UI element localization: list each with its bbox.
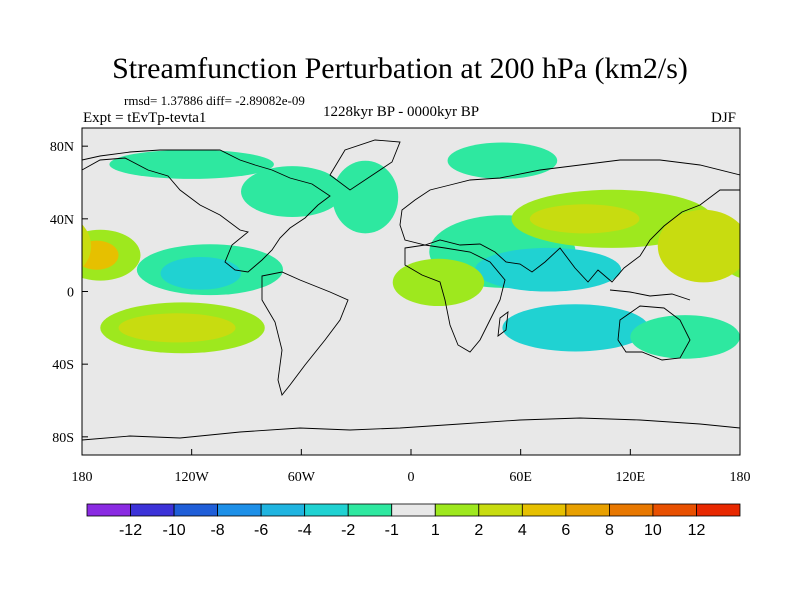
contour-arctic-pacific-negative xyxy=(109,149,274,179)
y-tick-label: 40S xyxy=(52,358,74,373)
colorbar-swatch xyxy=(652,503,697,517)
colorbar-swatch xyxy=(304,503,349,517)
contour-east-asia-negative xyxy=(630,315,740,359)
contour-west-pacific-positive xyxy=(657,209,740,283)
colorbar-label: -6 xyxy=(254,522,268,539)
contour-west-pacific-positive-wrap xyxy=(82,224,92,268)
colorbar-label: 4 xyxy=(518,522,527,539)
colorbar-swatch xyxy=(173,503,218,517)
colorbar-label: 10 xyxy=(644,522,662,539)
experiment-label: Expt = tEvTp-tevta1 xyxy=(83,110,207,126)
x-tick-label: 120W xyxy=(175,470,210,485)
colorbar-swatch xyxy=(86,503,131,517)
colorbar-swatch xyxy=(260,503,306,517)
contour-north-america-negative xyxy=(241,166,344,218)
coastlines xyxy=(82,139,740,441)
contour-fields xyxy=(82,142,740,359)
period-label: 1228kyr BP - 0000kyr BP xyxy=(323,104,480,120)
contour-africa-negative xyxy=(474,247,622,292)
colorbar-label: 2 xyxy=(474,522,483,539)
colorbar-label: 1 xyxy=(431,522,440,539)
coastline-madagascar xyxy=(497,311,509,337)
colorbar-swatch xyxy=(434,503,480,517)
x-tick-label: 180 xyxy=(72,470,93,485)
colorbar-swatch xyxy=(130,503,175,517)
x-tick-label: 60E xyxy=(509,470,532,485)
colorbar-label: -2 xyxy=(341,522,355,539)
contour-asia-positive-core xyxy=(529,204,640,234)
coastline-africa xyxy=(404,244,506,353)
coastline-indonesia xyxy=(609,289,691,301)
colorbar-label: -12 xyxy=(119,522,142,539)
coastline-north-america xyxy=(82,149,331,273)
colorbar-swatch xyxy=(609,503,654,517)
contour-south-pacific-positive-core xyxy=(118,313,236,343)
y-tick-label: 0 xyxy=(67,286,74,301)
coastline-greenland xyxy=(329,139,401,191)
colorbar-label: -8 xyxy=(210,522,224,539)
colorbar-label: 12 xyxy=(688,522,706,539)
y-axis: 80N 40N 0 40S 80S xyxy=(50,140,88,446)
colorbar-swatch xyxy=(478,503,523,517)
coastline-europe-asia xyxy=(399,159,740,283)
colorbar-label: -10 xyxy=(163,522,186,539)
colorbar-swatch xyxy=(217,503,262,517)
colorbar-label: -1 xyxy=(385,522,399,539)
x-tick-label: 60W xyxy=(288,470,316,485)
coastline-antarctica xyxy=(82,417,740,441)
colorbar-swatch xyxy=(347,503,393,517)
coastline-australia xyxy=(617,305,691,361)
x-tick-label: 120E xyxy=(616,470,646,485)
colorbar-label: 6 xyxy=(561,522,570,539)
contour-north-pacific-east-positive-core xyxy=(82,240,119,270)
contour-caribbean-negative-core xyxy=(160,256,242,290)
colorbar-label: -4 xyxy=(298,522,312,539)
contour-indian-ocean-negative xyxy=(502,304,649,352)
x-tick-label: 180 xyxy=(730,470,751,485)
season-label: DJF xyxy=(711,110,737,126)
y-tick-label: 80S xyxy=(52,431,74,446)
coastline-south-america xyxy=(261,271,349,396)
x-axis: 180 120W 60W 0 60E 120E 180 xyxy=(72,449,751,485)
chart-title: Streamfunction Perturbation at 200 hPa (… xyxy=(112,52,688,85)
contour-atlantic-negative xyxy=(332,160,399,234)
x-tick-label: 0 xyxy=(408,470,415,485)
map-frame xyxy=(81,127,741,456)
rmsd-diff-stats: rmsd= 1.37886 diff= -2.89082e-09 xyxy=(124,93,305,108)
y-tick-label: 80N xyxy=(50,140,74,155)
colorbar-label: 8 xyxy=(605,522,614,539)
contour-siberia-negative xyxy=(447,142,558,179)
contour-atlantic-south-positive xyxy=(392,258,485,307)
colorbar-swatch xyxy=(521,503,567,517)
colorbar-swatch xyxy=(391,503,436,517)
colorbar-swatch xyxy=(565,503,610,517)
colorbar-swatch xyxy=(696,503,741,517)
colorbar: -12 -10 -8 -6 -4 -2 -1 1 2 4 6 8 10 12 xyxy=(86,503,741,539)
y-tick-label: 40N xyxy=(50,213,74,228)
